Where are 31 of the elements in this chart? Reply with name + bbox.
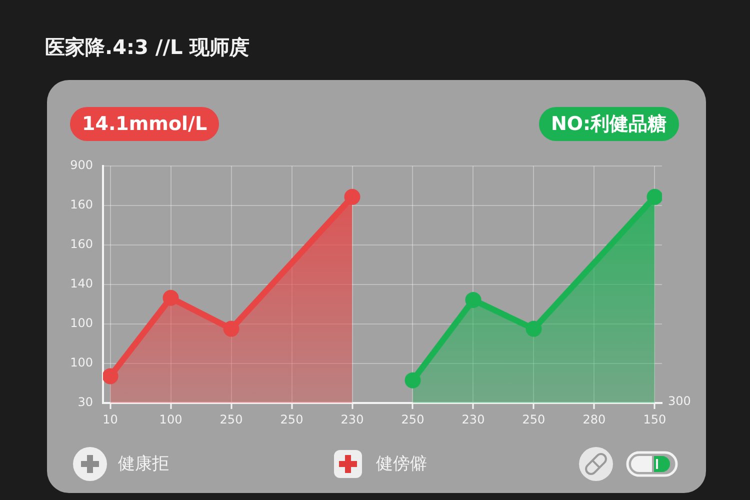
x-tick-label: 10 [102,412,118,426]
x-tick-label: 250 [280,412,304,426]
text: 健康拒 [118,453,169,475]
x-tick-label: 250 [220,412,243,426]
point [344,188,360,205]
x-tick-label: 230 [462,412,485,426]
point [162,290,179,306]
point [103,368,118,384]
point [404,372,421,388]
text: 14.1mmol/L [70,107,220,141]
point [223,320,240,337]
text: 300 [668,394,691,408]
text: 160 [70,198,93,212]
x-tick-label: 250 [522,412,546,426]
text: 健傍僻 [376,453,427,475]
x-tick-label: 280 [582,412,606,426]
chart-title: 医家降.4:3 //L 现师庹 [45,34,250,61]
text: 140 [70,276,93,291]
text: 160 [70,237,93,252]
point [465,292,482,308]
text: 100 [70,316,93,330]
point [646,188,662,205]
x-tick-label: 230 [340,412,364,426]
text: 900 [70,158,93,172]
x-tick-label: 250 [401,412,424,426]
point [526,320,542,337]
text: NO:利健品糖 [539,107,679,141]
x-tick-label: 100 [159,412,182,426]
text: 30 [78,395,93,410]
text: 100 [70,356,93,370]
x-tick-label: 150 [643,412,666,426]
